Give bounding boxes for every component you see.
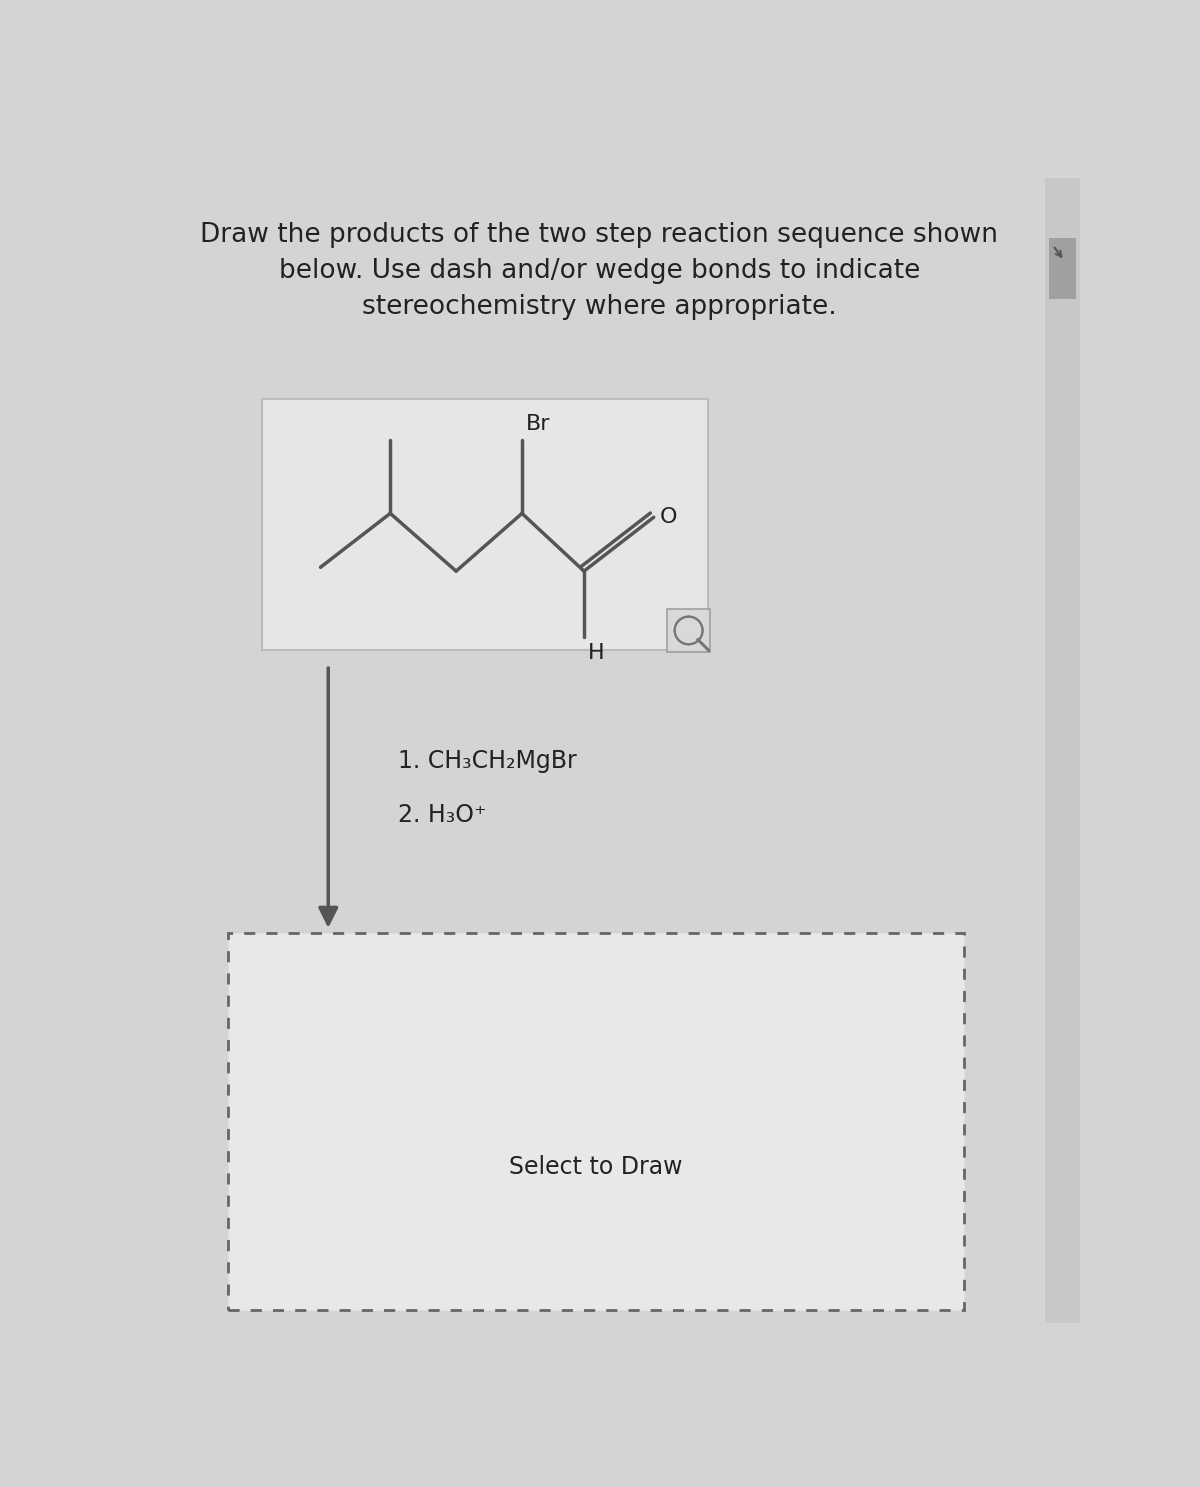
Text: Select to Draw: Select to Draw: [509, 1155, 683, 1179]
Text: 1. CH₃CH₂MgBr: 1. CH₃CH₂MgBr: [398, 749, 577, 773]
Bar: [228, 932, 964, 1310]
Bar: [1045, 178, 1080, 1323]
Text: H: H: [588, 642, 605, 663]
Text: Br: Br: [526, 413, 551, 434]
Bar: [263, 400, 708, 650]
Bar: [1049, 238, 1076, 299]
Text: Draw the products of the two step reaction sequence shown
below. Use dash and/or: Draw the products of the two step reacti…: [200, 223, 998, 320]
Text: 2. H₃O⁺: 2. H₃O⁺: [398, 803, 486, 827]
Text: O: O: [660, 507, 678, 528]
Bar: [667, 608, 710, 651]
